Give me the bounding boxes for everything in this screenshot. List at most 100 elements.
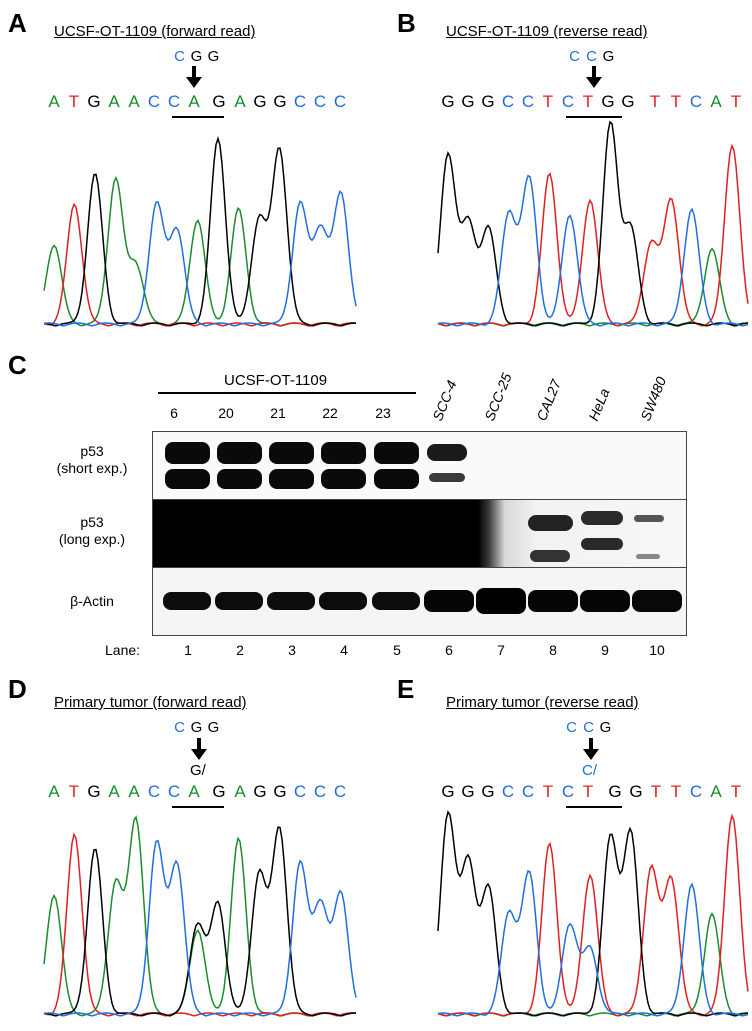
base: A: [188, 92, 200, 111]
panel-letter-e: E: [397, 674, 415, 704]
blot-band: [632, 590, 682, 612]
blot-actin: [152, 567, 687, 636]
base: A: [128, 782, 140, 801]
base: C: [501, 92, 515, 111]
base: G: [608, 782, 622, 801]
blot-band: [580, 590, 630, 612]
trace-line-G: [437, 120, 749, 327]
panel-e-title: Primary tumor (reverse read): [446, 694, 639, 711]
heterozygous-label: G/: [190, 762, 206, 779]
blot-band: [319, 592, 367, 610]
panel-letter-b: B: [397, 8, 416, 38]
group-label: UCSF-OT-1109: [224, 372, 328, 389]
clone-number: 6: [170, 405, 178, 421]
clone-number: 20: [218, 405, 234, 421]
clone-number: 23: [375, 405, 391, 421]
codon-base: C: [586, 48, 597, 65]
base: A: [234, 92, 246, 111]
base: C: [333, 92, 347, 111]
base: G: [273, 782, 287, 801]
blot-p53-long: [152, 499, 687, 568]
lane-number: 3: [288, 642, 296, 658]
panel-letter-c: C: [8, 350, 27, 380]
base: T: [68, 92, 80, 111]
panel-letter-d: D: [8, 674, 27, 704]
blot-band: [528, 515, 573, 531]
codon-base: G: [207, 48, 220, 65]
trace-line-C: [43, 839, 357, 1017]
base: T: [542, 782, 554, 801]
lane-number: 8: [549, 642, 557, 658]
codon-base: C: [174, 719, 185, 736]
blot-band: [165, 469, 210, 489]
chromatogram-trace-d: [43, 815, 357, 1017]
blot-band: [372, 592, 420, 610]
trace-line-T: [437, 813, 749, 1017]
base: T: [542, 92, 554, 111]
base: C: [689, 92, 703, 111]
codon-base: G: [602, 48, 615, 65]
trace-line-C: [437, 869, 749, 1017]
down-arrow-icon-head: [583, 749, 599, 760]
panel-b-title: UCSF-OT-1109 (reverse read): [446, 23, 648, 40]
base: G: [253, 92, 267, 111]
base: A: [108, 92, 120, 111]
group-bracket-line: [158, 392, 416, 394]
down-arrow-icon: [197, 738, 201, 750]
base: T: [730, 92, 742, 111]
codon-base: C: [174, 48, 185, 65]
blot-band: [269, 469, 314, 489]
base: G: [441, 782, 455, 801]
chromatogram-trace-b: [437, 120, 749, 327]
chromatogram-trace-e: [437, 810, 749, 1017]
base: C: [293, 92, 307, 111]
down-arrow-icon: [589, 738, 593, 750]
down-arrow-icon-head: [586, 77, 602, 88]
base: A: [710, 92, 722, 111]
trace-line-T: [43, 832, 357, 1017]
row-label-line: p53: [80, 443, 104, 459]
lane-number: 9: [601, 642, 609, 658]
lane-number: 6: [445, 642, 453, 658]
panel-d-title: Primary tumor (forward read): [54, 694, 247, 711]
blot-band: [528, 590, 578, 612]
base: A: [48, 782, 60, 801]
base: C: [521, 92, 535, 111]
trace-line-C: [43, 190, 357, 327]
base: A: [188, 782, 200, 801]
clone-number: 22: [322, 405, 338, 421]
down-arrow-icon-head: [191, 749, 207, 760]
base: T: [730, 782, 742, 801]
base: G: [461, 782, 475, 801]
codon-base: C: [583, 719, 594, 736]
lane-number: 2: [236, 642, 244, 658]
base: T: [582, 782, 594, 801]
base: G: [629, 782, 643, 801]
blot-band: [374, 442, 419, 464]
row-label-line: (long exp.): [58, 531, 126, 547]
lane-number: 7: [497, 642, 505, 658]
codon-underline: [566, 806, 622, 808]
cell-line-label: CAL27: [533, 377, 565, 423]
row-label-p53-long: p53 (long exp.): [42, 514, 142, 548]
base: C: [501, 782, 515, 801]
cell-line-label: SCC-25: [481, 370, 515, 423]
base: A: [234, 782, 246, 801]
cell-line-label: SW480: [637, 374, 670, 423]
trace-line-T: [43, 202, 357, 327]
blot-band: [636, 554, 660, 559]
heterozygous-label: C/: [582, 762, 597, 779]
row-label-line: p53: [80, 514, 104, 530]
trace-line-G: [43, 826, 356, 1017]
base: C: [561, 782, 575, 801]
base: C: [147, 92, 161, 111]
chromatogram-trace-a: [43, 135, 357, 327]
blot-band: [581, 511, 623, 525]
panel-a-title: UCSF-OT-1109 (forward read): [54, 23, 256, 40]
